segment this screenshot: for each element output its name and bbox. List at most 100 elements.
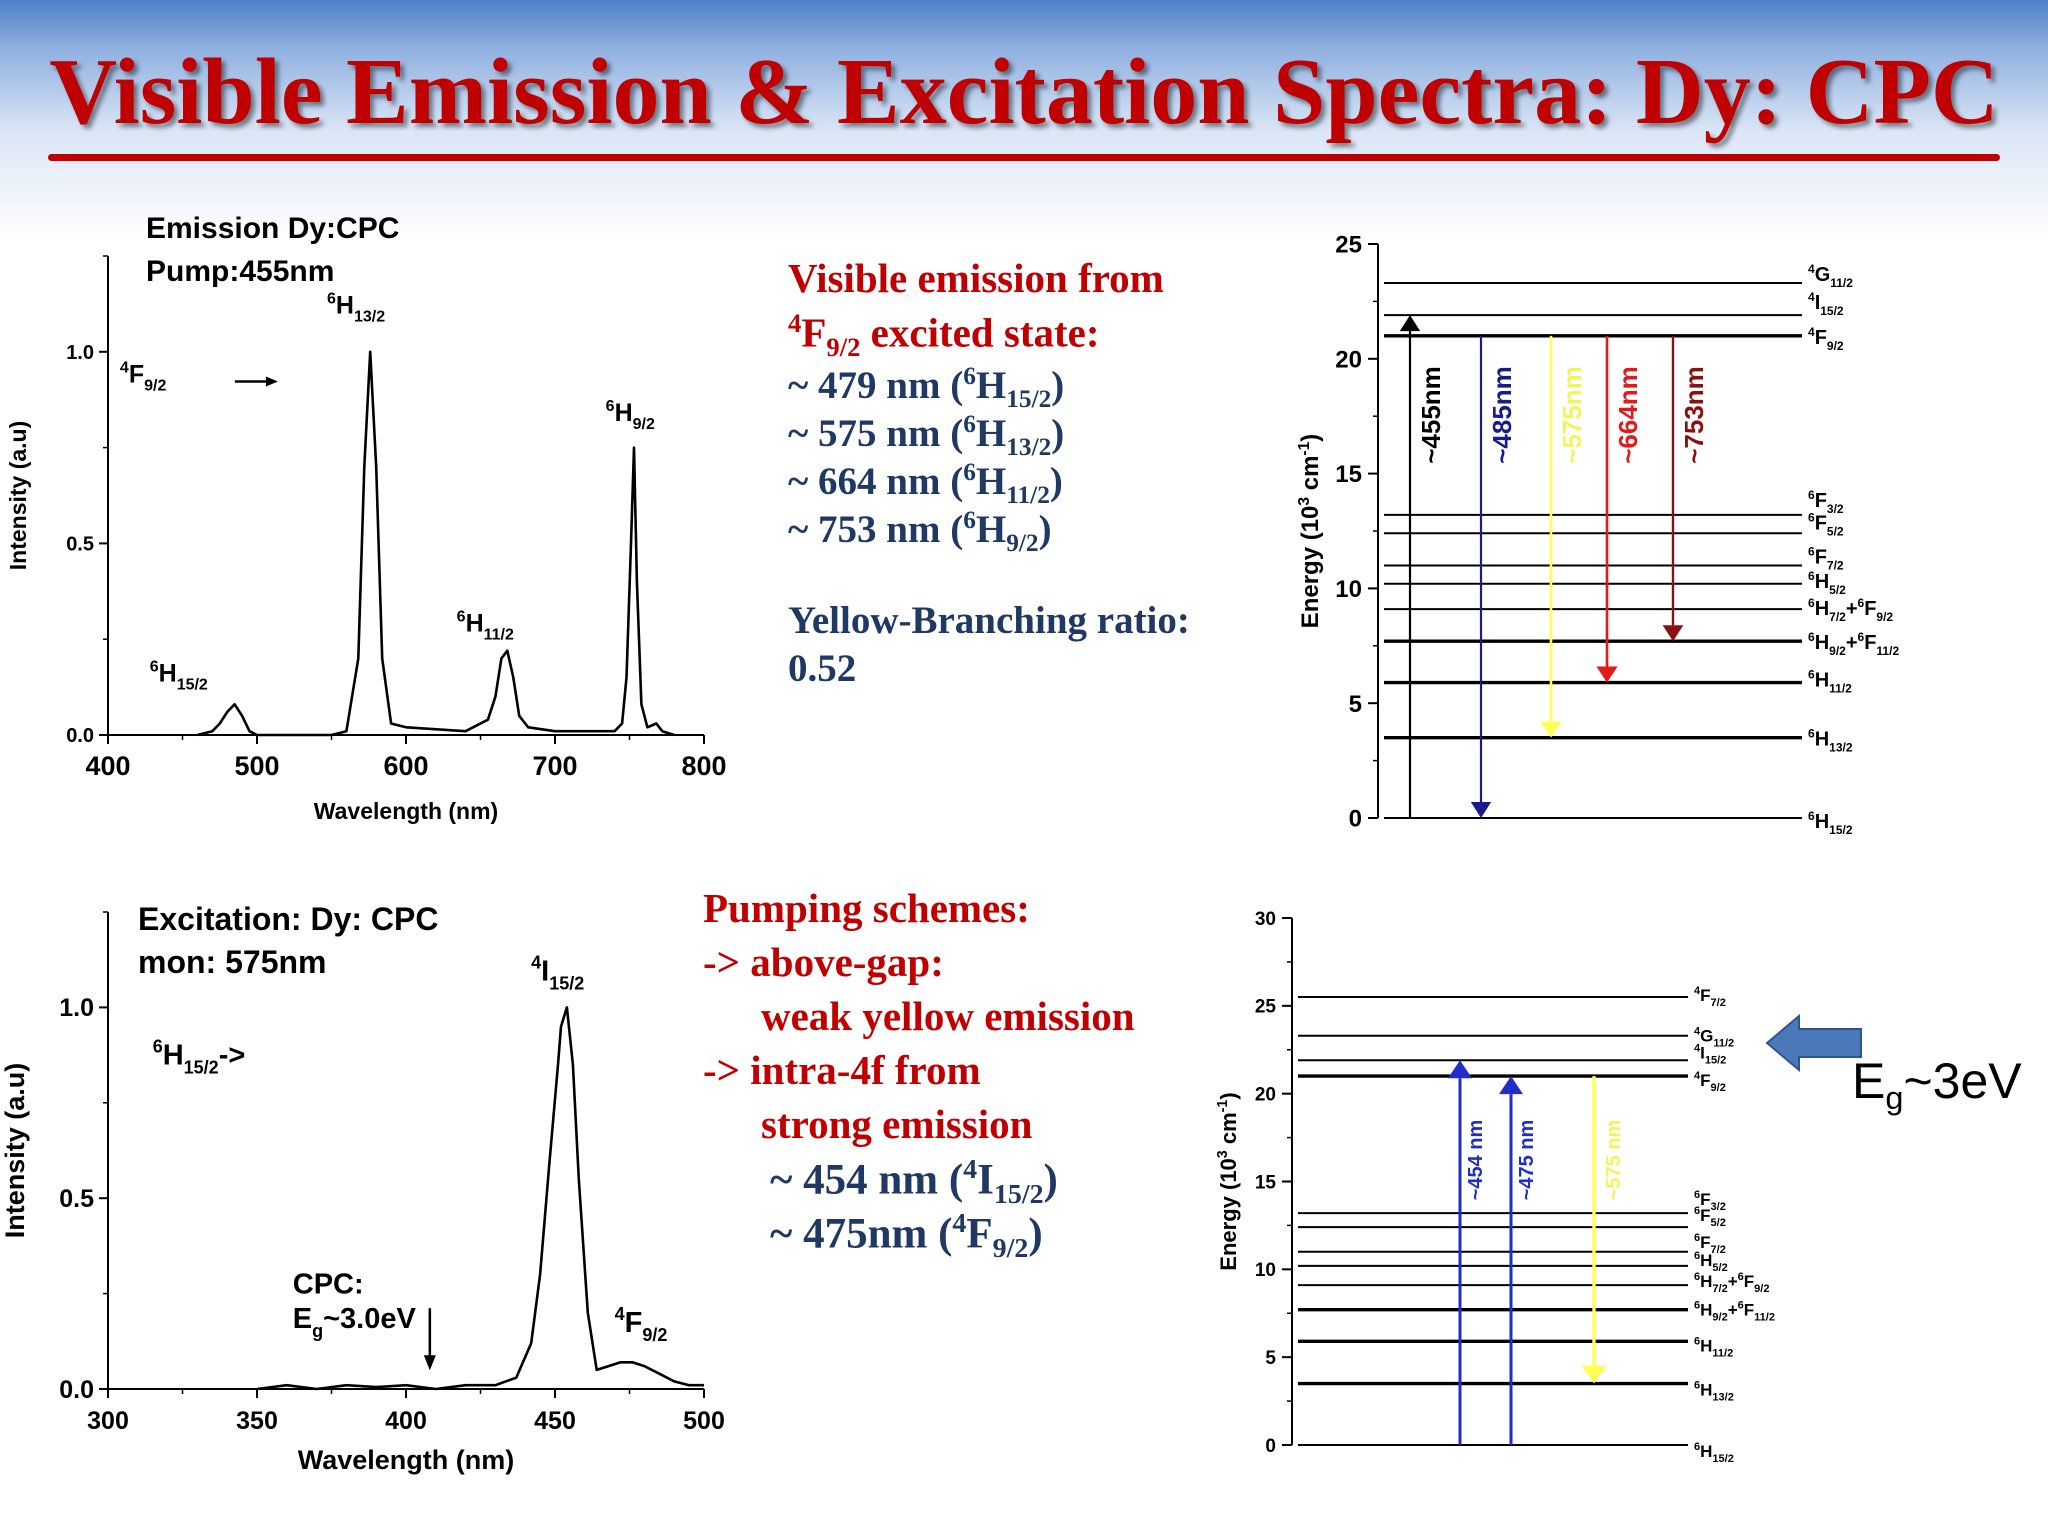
x-tick-label: 450 [534, 1407, 576, 1435]
spectrum-line [197, 350, 675, 737]
annotation-arrowhead [265, 376, 278, 387]
x-tick-label: 600 [383, 751, 428, 781]
pumping-heading: Pumping schemes: [703, 885, 1030, 931]
energy-level-label: 6H15/2 [1694, 1441, 1734, 1465]
y-tick-label: 0.0 [66, 725, 94, 747]
pumping-line2: weak yellow emission [761, 993, 1135, 1039]
energy-tick-label: 30 [1255, 909, 1276, 930]
energy-level-label: 4G11/2 [1694, 1026, 1734, 1050]
y-axis-label: Intensity (a.u) [5, 421, 31, 571]
energy-level-label: 6H7/2+6F9/2 [1808, 596, 1893, 624]
energy-level-label: 6H13/2 [1808, 727, 1853, 755]
transition-label: ~753nm [1679, 366, 1709, 464]
energy-level-label: 6F5/2 [1808, 510, 1844, 538]
pumping-line-454: ~ 454 nm (4I15/2) [770, 1154, 1058, 1210]
y-tick-label: 0.5 [66, 533, 94, 555]
peak-annotation: 4I15/2 [531, 953, 584, 994]
title-underline [48, 154, 2000, 161]
pumping-line-475: ~ 475nm (4F9/2) [770, 1208, 1043, 1264]
y-tick-label: 1.0 [59, 994, 94, 1022]
energy-tick-label: 0 [1349, 806, 1362, 833]
x-tick-label: 400 [85, 751, 130, 781]
energy-tick-label: 0 [1265, 1436, 1276, 1457]
x-tick-label: 350 [236, 1407, 278, 1435]
energy-level-label: 6F3/2 [1808, 488, 1844, 516]
peak-annotation: 6H13/2 [327, 290, 385, 325]
energy-level-label: 4I15/2 [1694, 1042, 1726, 1066]
energy-tick-label: 15 [1335, 461, 1362, 488]
transition-arrowhead [1662, 625, 1684, 642]
transition-label: ~575nm [1557, 366, 1587, 464]
energy-level-label: 6F7/2 [1694, 1232, 1726, 1256]
peak-annotation: Eg~3.0eV [293, 1303, 417, 1341]
energy-level-label: 4F9/2 [1808, 325, 1844, 353]
energy-level-label: 4F9/2 [1694, 1070, 1726, 1094]
transition-label: ~475 nm [1516, 1120, 1538, 1201]
energy-level-label: 4G11/2 [1808, 262, 1853, 290]
left-block-arrow-icon [1765, 1013, 1862, 1073]
transition-label: ~455nm [1416, 366, 1446, 464]
emission-heading-line2: 4F9/2 excited state: [788, 308, 1100, 362]
energy-level-label: 4F7/2 [1694, 985, 1726, 1009]
peak-annotation: 6H11/2 [457, 609, 514, 644]
energy-tick-label: 10 [1255, 1260, 1276, 1281]
peak-annotation: CPC: [293, 1269, 364, 1301]
transition-arrowhead [1581, 1365, 1607, 1384]
pumping-line3: -> intra-4f from [703, 1047, 981, 1093]
energy-level-label: 6H13/2 [1694, 1380, 1734, 1404]
transition-label: ~454 nm [1465, 1120, 1487, 1201]
gap-marker-arrowhead [423, 1355, 436, 1371]
emission-line-753: ~ 753 nm (6H9/2) [788, 506, 1052, 557]
energy-level-label: 6H9/2+6F11/2 [1808, 630, 1899, 658]
ratio-label: Yellow-Branching ratio: [788, 599, 1190, 642]
energy-tick-label: 5 [1265, 1348, 1276, 1369]
x-tick-label: 300 [87, 1407, 129, 1435]
y-tick-label: 0.0 [59, 1376, 94, 1404]
energy-axis-label: Energy (103 cm-1) [1215, 1092, 1241, 1270]
energy-tick-label: 20 [1335, 346, 1362, 373]
peak-annotation: 6H15/2 [150, 658, 208, 693]
peak-annotation: 4F9/2 [615, 1304, 668, 1345]
x-axis-label: Wavelength (nm) [298, 1445, 515, 1475]
energy-axis-label: Energy (103 cm-1) [1296, 434, 1324, 629]
energy-tick-label: 10 [1335, 576, 1362, 603]
pumping-line4: strong emission [761, 1101, 1033, 1147]
energy-level-label: 6H9/2+6F11/2 [1694, 1300, 1775, 1324]
energy-tick-label: 15 [1255, 1172, 1277, 1193]
transition-label: ~485nm [1487, 366, 1517, 464]
transition-arrowhead [1499, 1076, 1523, 1095]
spectrum-line [256, 1006, 704, 1391]
emission-heading-line1: Visible emission from [788, 255, 1164, 301]
transition-arrowhead [1470, 802, 1492, 818]
energy-level-label: 6F3/2 [1694, 1189, 1726, 1213]
emission-line-575: ~ 575 nm (6H13/2) [788, 410, 1065, 461]
y-tick-label: 0.5 [59, 1185, 94, 1213]
transition-label: ~664nm [1613, 366, 1643, 464]
header-background [0, 0, 2048, 240]
energy-level-label: 6F5/2 [1694, 1205, 1726, 1229]
emission-line-479: ~ 479 nm (6H15/2) [788, 362, 1065, 413]
peak-annotation: 6H15/2-> [153, 1037, 246, 1078]
transition-arrowhead [1596, 666, 1618, 683]
slide-title: Visible Emission & Excitation Spectra: D… [49, 40, 1999, 144]
chart-note-line: mon: 575nm [138, 944, 326, 980]
transition-label: ~575 nm [1603, 1120, 1625, 1201]
y-tick-label: 1.0 [66, 342, 94, 364]
peak-annotation: 4F9/2 [120, 359, 167, 394]
transition-arrowhead [1399, 315, 1421, 332]
x-tick-label: 800 [681, 751, 726, 781]
x-tick-label: 700 [532, 751, 577, 781]
energy-level-label: 6H11/2 [1694, 1335, 1733, 1359]
y-axis-label: Intensity (a.u) [0, 1063, 30, 1239]
energy-tick-label: 20 [1255, 1085, 1276, 1106]
transition-arrowhead [1448, 1060, 1472, 1079]
energy-level-label: 6H7/2+6F9/2 [1694, 1271, 1769, 1295]
energy-level-label: 6H15/2 [1808, 809, 1853, 837]
x-axis-label: Wavelength (nm) [314, 798, 498, 824]
energy-level-label: 6H5/2 [1808, 569, 1846, 597]
energy-level-label: 6H5/2 [1694, 1250, 1728, 1274]
pumping-line1: -> above-gap: [703, 939, 944, 985]
transition-arrowhead [1540, 721, 1562, 738]
energy-tick-label: 5 [1349, 691, 1362, 718]
energy-tick-label: 25 [1255, 997, 1277, 1018]
